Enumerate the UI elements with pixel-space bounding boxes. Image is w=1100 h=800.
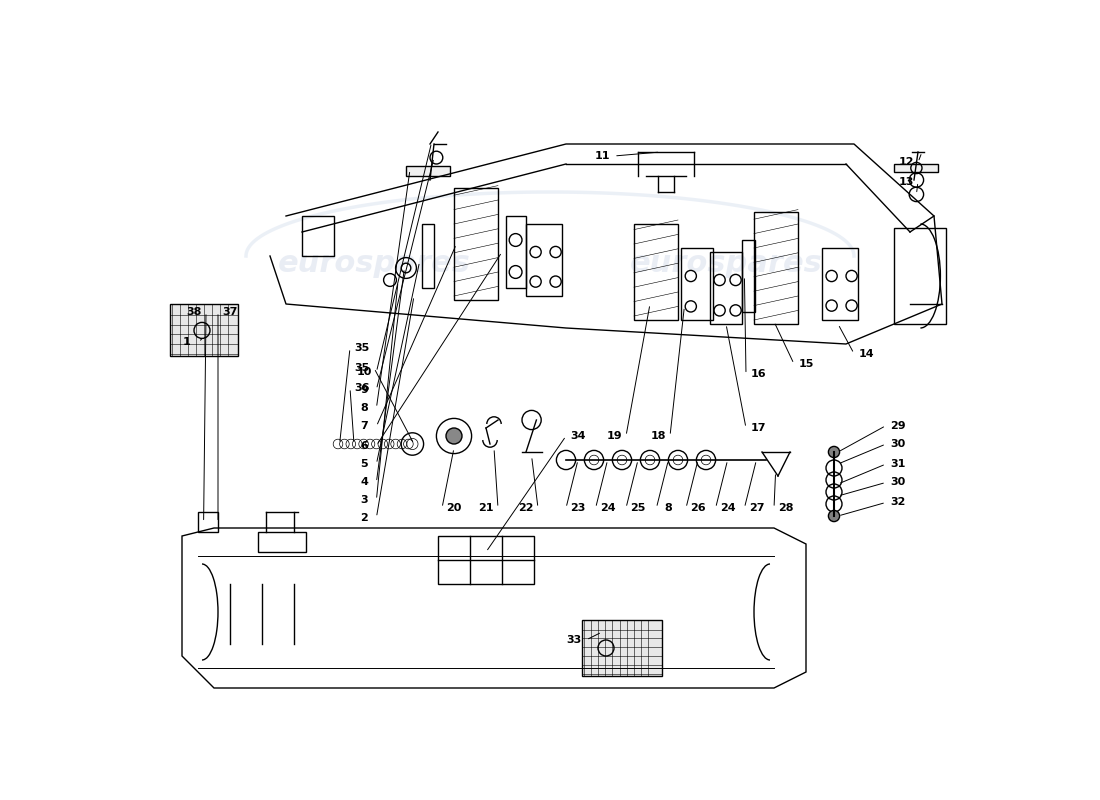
Text: 30: 30 bbox=[890, 478, 905, 487]
Bar bbox=[422, 224, 435, 288]
Text: 5: 5 bbox=[361, 459, 368, 469]
Text: 33: 33 bbox=[566, 635, 582, 645]
Text: 3: 3 bbox=[361, 495, 368, 505]
Text: 29: 29 bbox=[890, 421, 905, 430]
Text: 27: 27 bbox=[749, 503, 764, 513]
Text: 8: 8 bbox=[664, 503, 672, 513]
Text: 9: 9 bbox=[361, 385, 368, 394]
Bar bbox=[526, 224, 562, 296]
Bar bbox=[454, 188, 498, 300]
Text: 7: 7 bbox=[361, 422, 368, 431]
Text: 2: 2 bbox=[361, 513, 368, 522]
Bar bbox=[822, 248, 858, 320]
Bar bbox=[894, 228, 946, 324]
Text: 4: 4 bbox=[361, 478, 368, 487]
Bar bbox=[710, 252, 742, 324]
Bar bbox=[302, 216, 334, 256]
Bar bbox=[742, 240, 755, 312]
Bar bbox=[634, 224, 678, 320]
Text: eurospares: eurospares bbox=[629, 250, 823, 278]
Text: 22: 22 bbox=[518, 503, 534, 513]
Text: 35: 35 bbox=[354, 343, 370, 353]
Bar bbox=[582, 620, 662, 676]
Bar bbox=[170, 304, 238, 356]
Text: 1: 1 bbox=[183, 338, 190, 347]
Text: 34: 34 bbox=[570, 431, 585, 441]
Circle shape bbox=[828, 510, 839, 522]
Bar bbox=[438, 536, 534, 584]
Text: eurospares: eurospares bbox=[277, 250, 471, 278]
Text: 8: 8 bbox=[361, 403, 368, 413]
Text: 6: 6 bbox=[361, 441, 368, 450]
Text: 25: 25 bbox=[630, 503, 646, 513]
Text: 12: 12 bbox=[899, 158, 914, 167]
Text: 17: 17 bbox=[750, 423, 766, 433]
Text: 19: 19 bbox=[606, 431, 621, 441]
Text: 10: 10 bbox=[356, 367, 372, 377]
Text: 18: 18 bbox=[650, 431, 666, 441]
Text: 31: 31 bbox=[890, 459, 905, 469]
Bar bbox=[506, 216, 526, 288]
Bar bbox=[754, 212, 798, 324]
Polygon shape bbox=[182, 528, 806, 688]
Text: 24: 24 bbox=[600, 503, 615, 513]
Bar bbox=[258, 532, 306, 552]
Text: 26: 26 bbox=[690, 503, 706, 513]
Text: 28: 28 bbox=[779, 503, 794, 513]
Text: 37: 37 bbox=[222, 307, 238, 317]
Text: 13: 13 bbox=[899, 177, 914, 186]
Text: 14: 14 bbox=[858, 349, 873, 358]
Circle shape bbox=[828, 446, 839, 458]
Text: 32: 32 bbox=[890, 498, 905, 507]
Text: 16: 16 bbox=[750, 370, 766, 379]
Bar bbox=[894, 164, 938, 172]
Circle shape bbox=[402, 263, 410, 273]
Text: 35: 35 bbox=[354, 363, 370, 373]
Text: 11: 11 bbox=[594, 151, 609, 161]
Circle shape bbox=[446, 428, 462, 444]
Text: 23: 23 bbox=[570, 503, 585, 513]
Text: 30: 30 bbox=[890, 439, 905, 449]
Bar bbox=[198, 512, 218, 532]
Bar bbox=[681, 248, 713, 320]
Text: 20: 20 bbox=[447, 503, 462, 513]
Bar bbox=[406, 166, 450, 176]
Text: 36: 36 bbox=[354, 383, 370, 393]
Text: 15: 15 bbox=[799, 359, 814, 369]
Text: 38: 38 bbox=[186, 307, 201, 317]
Text: 21: 21 bbox=[478, 503, 494, 513]
Text: 24: 24 bbox=[719, 503, 736, 513]
